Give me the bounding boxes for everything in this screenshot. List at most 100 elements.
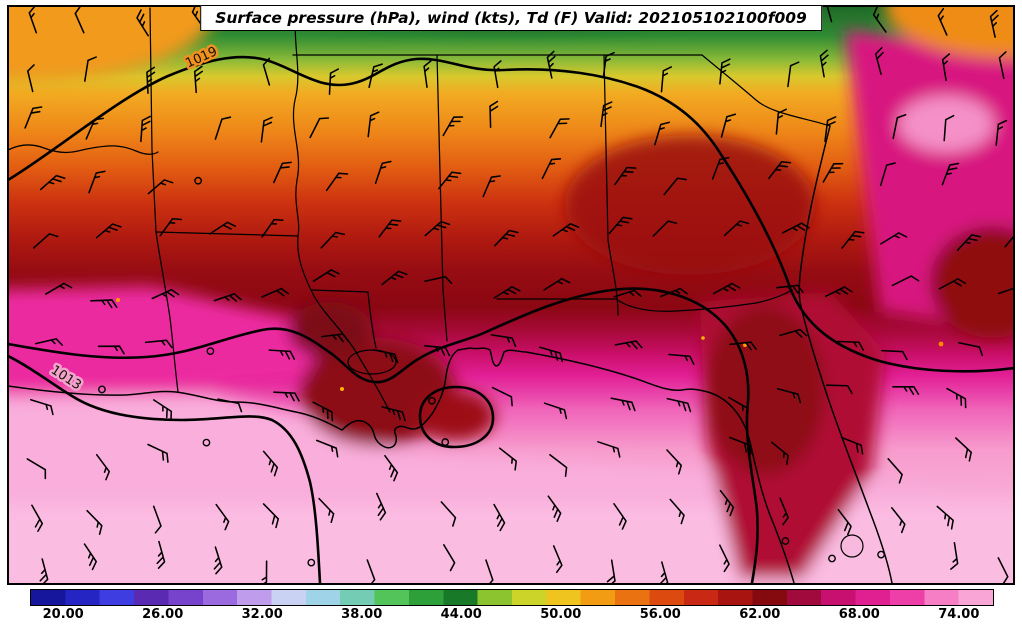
wind-barb-icon [892,114,907,140]
wind-barb-icon [156,540,166,569]
wind-barb-icon [493,503,506,532]
wind-barb-icon [381,270,408,286]
wind-barb-icon [318,497,335,524]
wind-barb-icon [941,162,960,186]
wind-barb-icon [995,119,1008,146]
wind-barb-icon [614,166,637,186]
wind-barb-icon [613,289,642,298]
wind-barb-icon [376,492,387,521]
wind-barb-icon [85,117,105,140]
calm-wind-icon [202,438,211,447]
wind-barb-icon [782,222,810,234]
wind-barb-icon [729,436,752,455]
wind-barb-icon [321,333,349,343]
wind-barb-icon [268,349,296,360]
wind-barb-icon [262,503,280,529]
wind-barb-icon [31,504,44,532]
wind-barb-icon [1004,229,1013,248]
wind-barb-icon [215,503,230,531]
colorbar-tick-labels: 20.00 26.00 32.00 38.00 44.00 50.00 56.00 62.00… [30,607,992,627]
colorbar-tick-label: 68.00 [838,607,880,622]
wind-barb-icon [608,216,633,235]
wind-barb-icon [768,160,792,180]
wind-barb-icon [666,397,692,413]
wind-barb-icon [880,232,908,245]
wind-barb-icon [543,277,571,291]
wind-barb-icon [602,51,615,78]
wind-barb-icon [146,66,156,94]
wind-barb-icon [312,269,340,282]
wind-barb-icon [144,339,173,349]
wind-barb-icon [950,542,959,570]
wind-barb-icon [936,505,954,530]
wind-barb-icon [887,458,903,484]
wind-barb-icon [193,65,204,94]
wind-barb-icon [442,116,464,137]
wind-barb-icon [214,116,232,140]
wind-barb-icon [728,396,748,418]
wind-barb-icon [147,179,174,195]
wind-barb-icon [539,346,564,363]
wind-barb-icon [485,559,494,583]
wind-barb-icon [719,58,731,85]
wind-barb-icon [956,234,982,252]
wind-barb-icon [491,386,513,407]
wind-barb-icon [368,63,383,89]
calm-wind-icon [194,176,202,185]
wind-barb-icon [26,458,47,480]
wind-barb-icon [95,223,122,239]
wind-barb-icon [86,509,103,535]
wind-barb-icon [879,162,896,187]
wind-barb-icon [136,9,149,37]
colorbar-gradient [30,589,994,606]
wind-barb-icon [825,384,853,395]
wind-barb-icon [147,443,169,463]
wind-barb-icon [260,116,273,143]
wind-barb-icon [39,558,49,583]
wind-barb-icon [39,174,66,191]
wind-barb-icon [837,508,852,536]
colorbar-tick-label: 50.00 [540,607,582,622]
coastline [9,125,893,583]
wind-barb-icon [381,406,406,422]
wind-barb-icon [151,288,180,300]
colorbar-tick-label: 38.00 [341,607,383,622]
wind-barb-icon [841,230,865,249]
calm-wind-icon [828,554,836,563]
wind-barb-icon [825,7,833,23]
calm-wind-icon [307,558,316,567]
wind-barb-icon [938,278,967,290]
wind-barb-icon [669,498,685,525]
wind-barb-icon [97,345,125,355]
wind-barb-icon [891,275,920,287]
calm-wind-icon [206,347,215,356]
calm-wind-icon [877,550,885,559]
wind-barb-icon [493,60,502,89]
wind-barb-icon [261,287,290,298]
wind-barb-icon [775,108,787,135]
wind-barb-icon [719,489,735,517]
wind-barb-icon [600,101,613,128]
colorbar-tick-label: 20.00 [42,607,84,622]
wind-barb-icon [892,385,920,396]
wind-barb-icon [872,7,887,33]
wind-barb-icon [273,161,292,184]
wind-barb-icon [822,162,844,183]
wind-barb-icon [373,349,399,364]
wind-barb-icon [423,60,432,88]
wind-barb-icon [493,286,521,299]
wind-barb-icon [819,49,829,78]
wind-barb-icon [494,229,519,247]
wind-barb-icon [720,113,737,138]
wind-barb-icon [209,221,237,235]
wind-barb-icon [943,114,955,142]
wind-barb-icon [958,341,984,357]
wind-barb-icon [663,177,687,196]
wind-barb-icon [546,50,556,79]
wind-barb-icon [424,220,451,237]
colorbar-tick-label: 56.00 [639,607,681,622]
wind-barb-icon [424,276,453,284]
wind-barb-icon [378,219,402,238]
